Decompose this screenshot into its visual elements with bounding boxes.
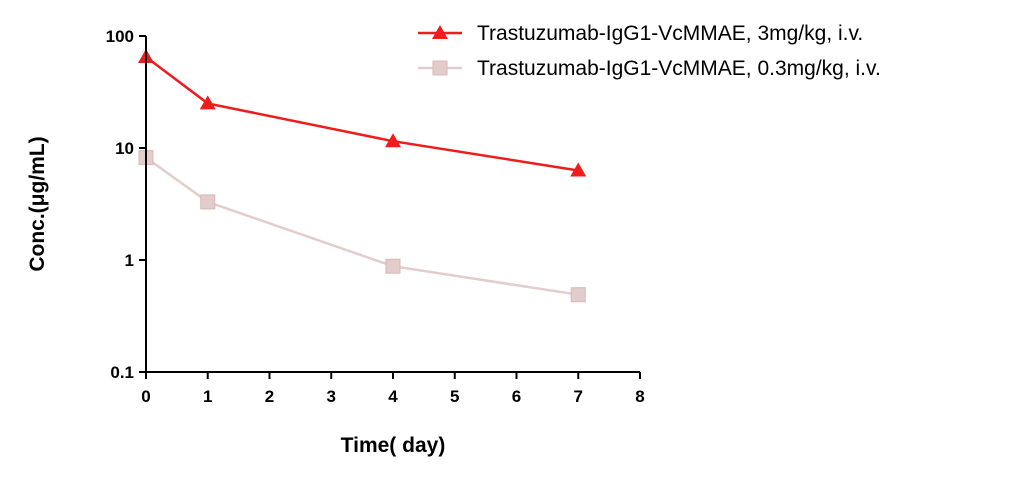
- data-point-series-1: [570, 162, 587, 177]
- y-tick-label: 100: [106, 27, 134, 46]
- x-tick-label: 3: [327, 387, 336, 406]
- data-point-series-2: [385, 258, 401, 274]
- x-tick-label: 0: [141, 387, 150, 406]
- data-point-series-1: [385, 133, 401, 148]
- y-tick-label: 0.1: [110, 363, 134, 382]
- x-axis-title: Time( day): [341, 434, 446, 457]
- data-point-series-2: [570, 287, 586, 303]
- x-tick-label: 2: [265, 387, 274, 406]
- y-tick-label: 10: [115, 139, 134, 158]
- data-point-series-2: [200, 194, 216, 210]
- x-tick-label: 7: [574, 387, 583, 406]
- legend-label-2: Trastuzumab-IgG1-VcMMAE, 0.3mg/kg, i.v.: [477, 57, 881, 80]
- x-tick-label: 1: [203, 387, 212, 406]
- legend: Trastuzumab-IgG1-VcMMAE, 3mg/kg, i.v. Tra…: [418, 22, 881, 80]
- series-line-2: [145, 156, 579, 296]
- x-tick-label: 6: [512, 387, 521, 406]
- x-tick-label: 4: [388, 387, 398, 406]
- x-tick-label: 5: [450, 387, 459, 406]
- legend-marker-1: [432, 25, 448, 39]
- legend-label-1: Trastuzumab-IgG1-VcMMAE, 3mg/kg, i.v.: [477, 22, 863, 45]
- data-point-series-1: [199, 95, 216, 110]
- y-tick-label: 1: [125, 251, 134, 270]
- x-tick-label: 8: [635, 387, 644, 406]
- y-axis-title: Conc.(μg/mL): [26, 136, 49, 271]
- series-line-1: [145, 55, 579, 172]
- legend-marker-2: [432, 60, 448, 76]
